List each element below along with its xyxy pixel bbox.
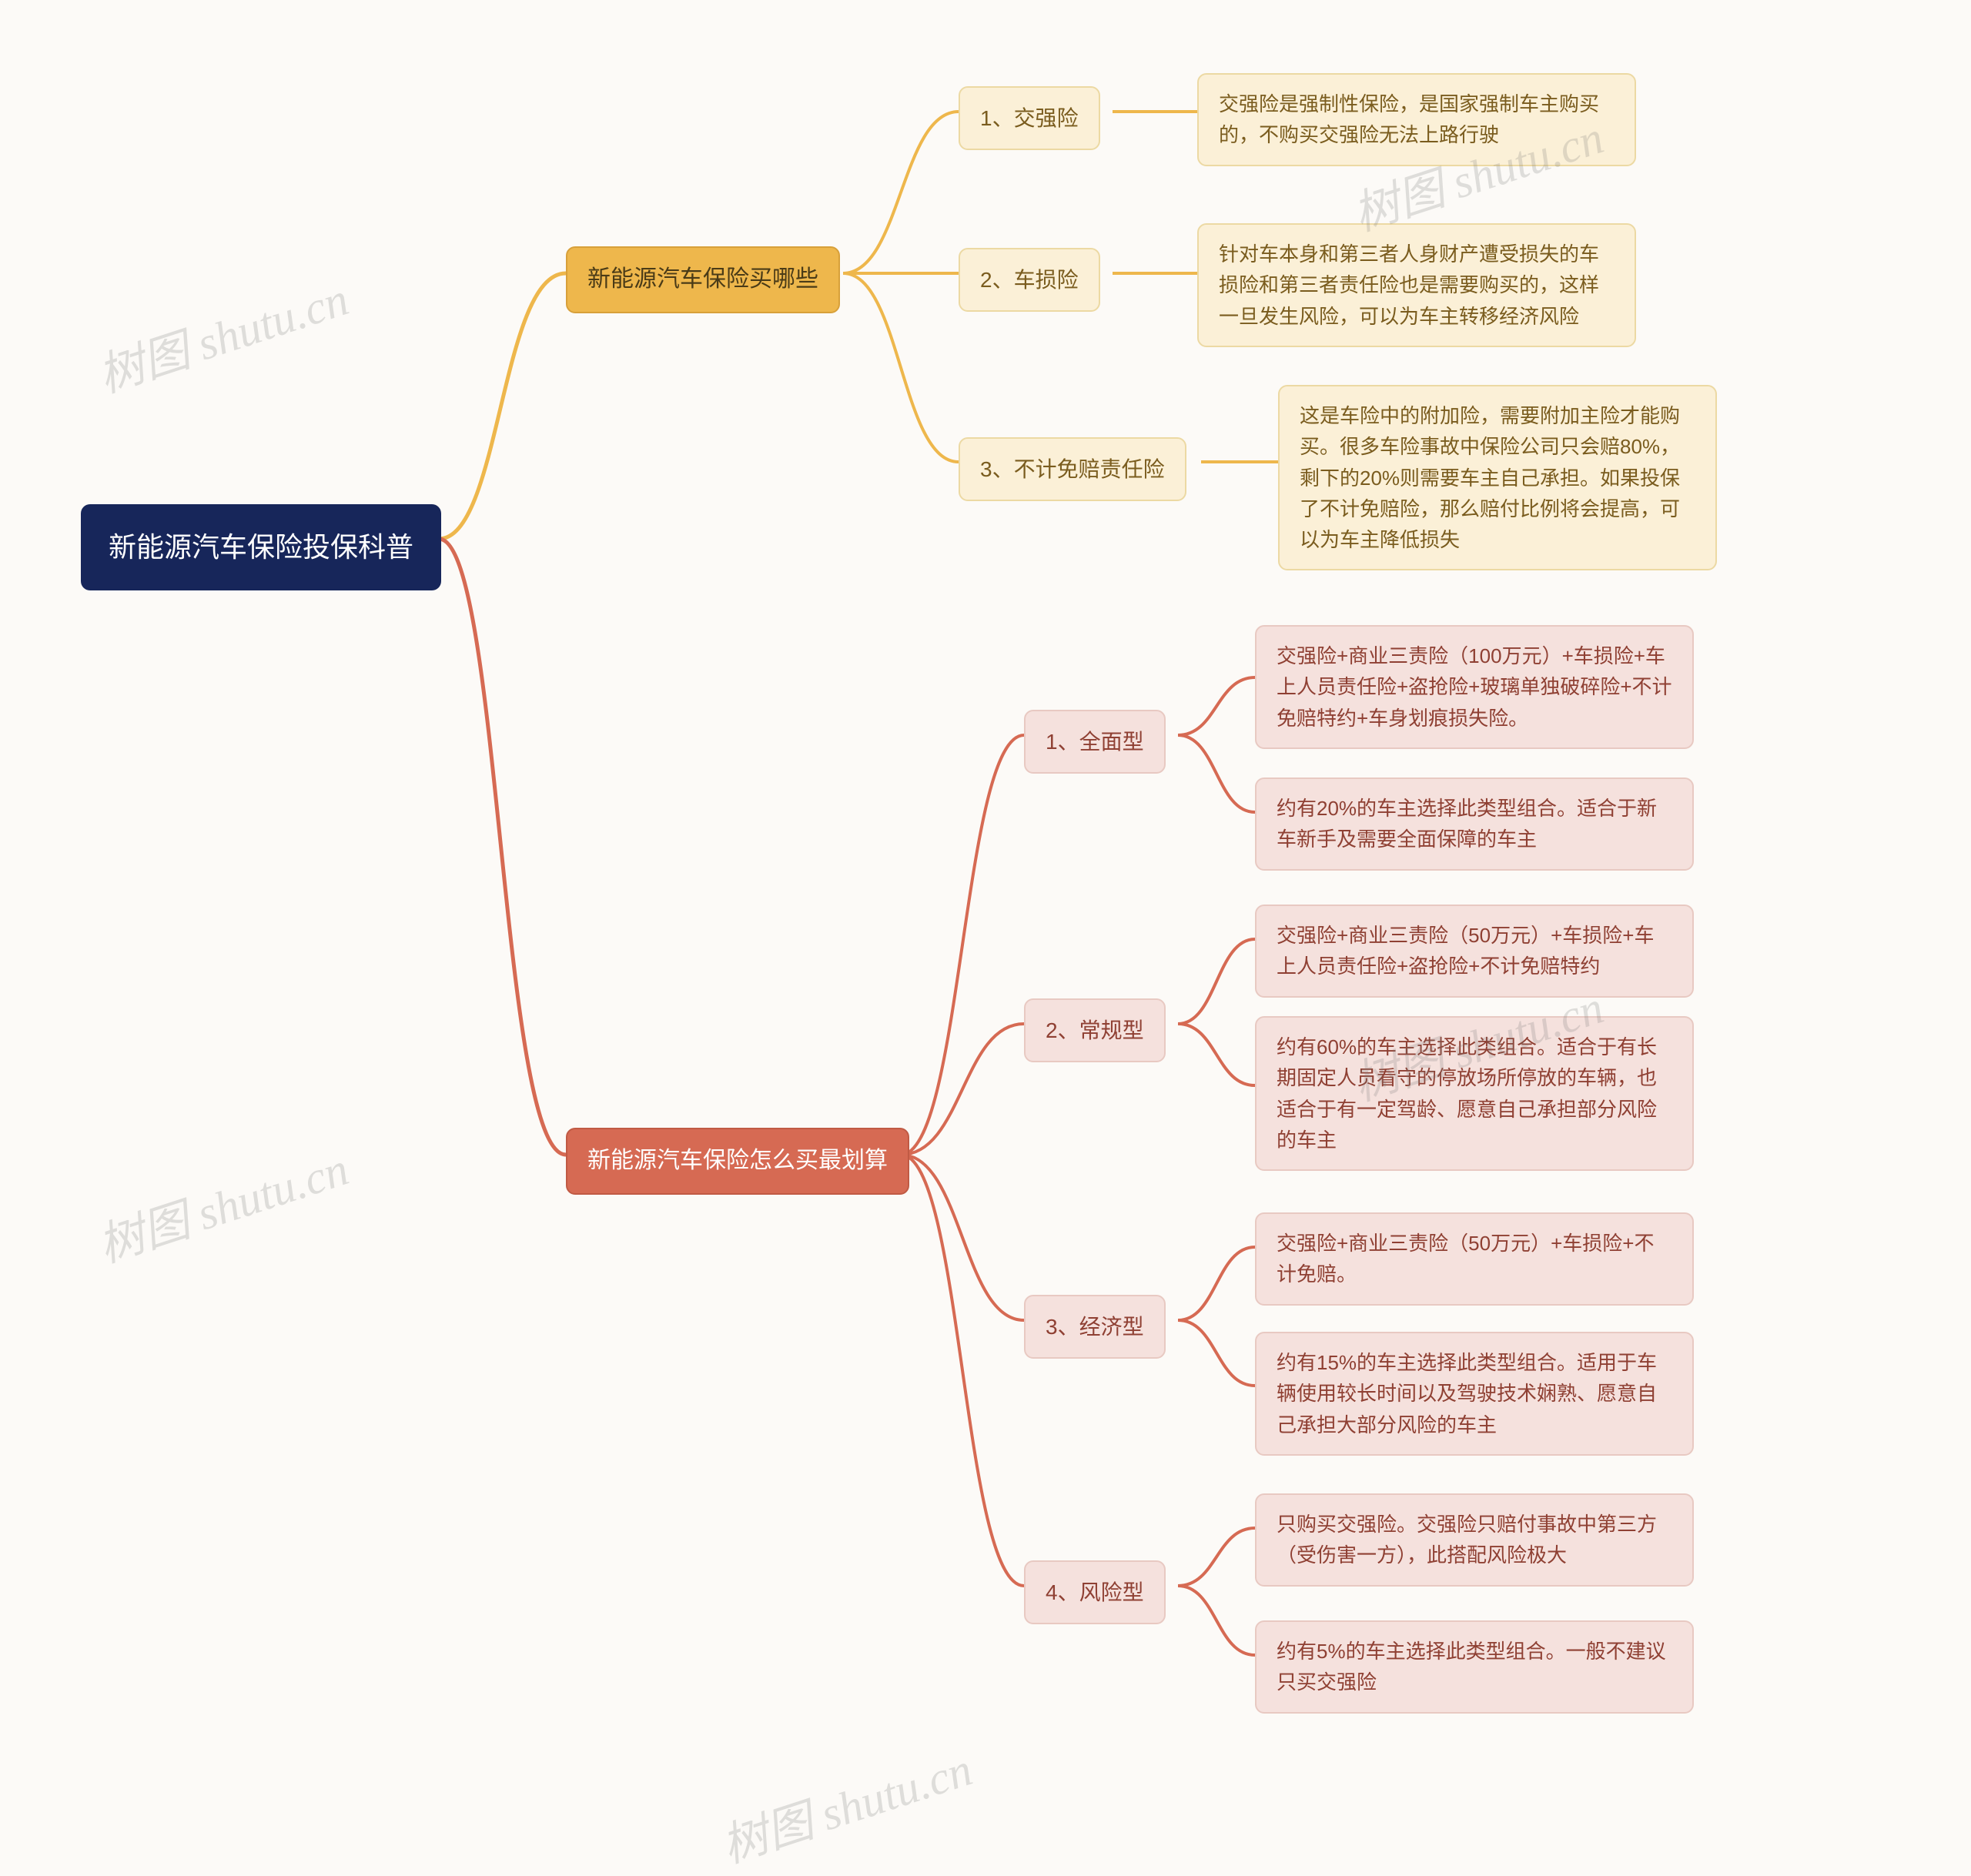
branch1-item1[interactable]: 1、交强险 [959, 86, 1100, 150]
branch2-item3-desc2-text: 约有15%的车主选择此类型组合。适用于车辆使用较长时间以及驾驶技术娴熟、愿意自己… [1277, 1347, 1672, 1440]
branch2-item3-label: 3、经济型 [1046, 1310, 1144, 1343]
branch2-item2-desc1-text: 交强险+商业三责险（50万元）+车损险+车上人员责任险+盗抢险+不计免赔特约 [1277, 920, 1672, 982]
branch2-item4-desc2: 约有5%的车主选择此类型组合。一般不建议只买交强险 [1255, 1620, 1694, 1714]
branch2-item3[interactable]: 3、经济型 [1024, 1295, 1166, 1359]
root-node[interactable]: 新能源汽车保险投保科普 [81, 504, 441, 590]
branch1-node[interactable]: 新能源汽车保险买哪些 [566, 246, 840, 313]
watermark: 树图 shutu.cn [89, 262, 356, 406]
branch2-item2[interactable]: 2、常规型 [1024, 998, 1166, 1062]
branch2-item1-desc1-text: 交强险+商业三责险（100万元）+车损险+车上人员责任险+盗抢险+玻璃单独破碎险… [1277, 640, 1672, 734]
branch2-item2-desc2-text: 约有60%的车主选择此类组合。适合于有长期固定人员看守的停放场所停放的车辆，也适… [1277, 1032, 1672, 1155]
branch2-item3-desc1: 交强险+商业三责险（50万元）+车损险+不计免赔。 [1255, 1212, 1694, 1306]
branch1-item1-desc-text: 交强险是强制性保险，是国家强制车主购买的，不购买交强险无法上路行驶 [1219, 89, 1615, 151]
branch1-label: 新能源汽车保险买哪些 [587, 262, 818, 298]
branch2-item1-label: 1、全面型 [1046, 725, 1144, 758]
branch2-label: 新能源汽车保险怎么买最划算 [587, 1143, 888, 1179]
branch2-item1-desc2-text: 约有20%的车主选择此类型组合。适合于新车新手及需要全面保障的车主 [1277, 793, 1672, 855]
branch1-item3-desc-text: 这是车险中的附加险，需要附加主险才能购买。很多车险事故中保险公司只会赔80%，剩… [1300, 400, 1695, 555]
branch1-item3-desc: 这是车险中的附加险，需要附加主险才能购买。很多车险事故中保险公司只会赔80%，剩… [1278, 385, 1717, 570]
branch2-item2-desc2: 约有60%的车主选择此类组合。适合于有长期固定人员看守的停放场所停放的车辆，也适… [1255, 1016, 1694, 1171]
branch1-item2[interactable]: 2、车损险 [959, 248, 1100, 312]
branch2-item4-desc1-text: 只购买交强险。交强险只赔付事故中第三方（受伤害一方），此搭配风险极大 [1277, 1509, 1672, 1571]
branch1-item3-label: 3、不计免赔责任险 [980, 453, 1165, 486]
branch1-item2-label: 2、车损险 [980, 263, 1079, 296]
branch2-item4[interactable]: 4、风险型 [1024, 1560, 1166, 1624]
branch2-item1-desc1: 交强险+商业三责险（100万元）+车损险+车上人员责任险+盗抢险+玻璃单独破碎险… [1255, 625, 1694, 749]
branch1-item1-desc: 交强险是强制性保险，是国家强制车主购买的，不购买交强险无法上路行驶 [1197, 73, 1636, 166]
branch2-item1[interactable]: 1、全面型 [1024, 710, 1166, 774]
branch1-item3[interactable]: 3、不计免赔责任险 [959, 437, 1186, 501]
branch2-item4-desc2-text: 约有5%的车主选择此类型组合。一般不建议只买交强险 [1277, 1636, 1672, 1698]
branch1-item1-label: 1、交强险 [980, 102, 1079, 135]
branch1-item2-desc-text: 针对车本身和第三者人身财产遭受损失的车损险和第三者责任险也是需要购买的，这样一旦… [1219, 239, 1615, 332]
branch2-item3-desc1-text: 交强险+商业三责险（50万元）+车损险+不计免赔。 [1277, 1228, 1672, 1290]
watermark: 树图 shutu.cn [89, 1132, 356, 1276]
branch2-item1-desc2: 约有20%的车主选择此类型组合。适合于新车新手及需要全面保障的车主 [1255, 777, 1694, 871]
branch2-item3-desc2: 约有15%的车主选择此类型组合。适用于车辆使用较长时间以及驾驶技术娴熟、愿意自己… [1255, 1332, 1694, 1456]
branch1-item2-desc: 针对车本身和第三者人身财产遭受损失的车损险和第三者责任险也是需要购买的，这样一旦… [1197, 223, 1636, 347]
branch2-item4-desc1: 只购买交强险。交强险只赔付事故中第三方（受伤害一方），此搭配风险极大 [1255, 1493, 1694, 1587]
branch2-node[interactable]: 新能源汽车保险怎么买最划算 [566, 1128, 909, 1195]
root-label: 新能源汽车保险投保科普 [109, 526, 413, 569]
branch2-item2-desc1: 交强险+商业三责险（50万元）+车损险+车上人员责任险+盗抢险+不计免赔特约 [1255, 905, 1694, 998]
branch2-item4-label: 4、风险型 [1046, 1576, 1144, 1609]
branch2-item2-label: 2、常规型 [1046, 1014, 1144, 1047]
